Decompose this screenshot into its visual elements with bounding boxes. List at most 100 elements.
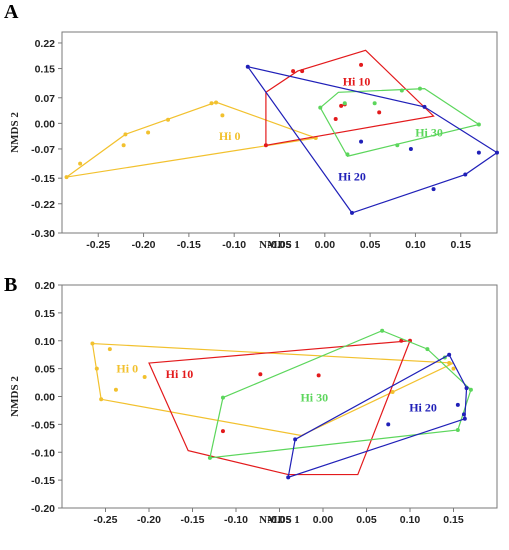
hull-polygon <box>319 88 481 157</box>
data-point <box>99 397 104 402</box>
data-point <box>142 374 147 379</box>
nmds-plot-b: -0.25 -0.20 -0.15 -0.10 -0.05 0.00 0.05 0.10 0.1… <box>9 280 498 526</box>
group-label: Hi 0 <box>219 129 241 143</box>
data-point <box>107 347 112 352</box>
data-point <box>64 175 69 180</box>
data-point <box>263 143 268 148</box>
y-tick-label: -0.10 <box>31 447 55 459</box>
data-point <box>166 117 171 122</box>
series-hi-0: Hi 0 <box>64 100 318 180</box>
data-point <box>245 64 250 69</box>
series-hi-30: Hi 30 <box>318 86 481 157</box>
data-point <box>286 475 291 480</box>
hull-polygon <box>148 340 411 476</box>
y-tick-label: 0.15 <box>35 64 56 76</box>
x-tick-label: 0.10 <box>405 239 426 251</box>
y-tick-label: 0.22 <box>35 38 56 50</box>
data-point <box>462 416 467 421</box>
panel-label-a: A <box>4 1 19 23</box>
data-point <box>461 412 466 417</box>
x-tick-label: -0.05 <box>268 239 292 251</box>
data-point <box>399 88 404 93</box>
data-point <box>258 372 263 377</box>
y-tick-label: 0.20 <box>35 280 56 292</box>
group-label: Hi 30 <box>415 126 443 140</box>
x-tick-label: -0.15 <box>177 239 201 251</box>
data-point <box>464 386 469 391</box>
x-tick-label: -0.15 <box>181 514 205 526</box>
hull-polygon <box>209 330 472 459</box>
data-point <box>390 390 395 395</box>
data-point <box>220 113 225 118</box>
data-point <box>293 437 298 442</box>
x-tick-label: 0.15 <box>443 514 464 526</box>
hull-polygon <box>287 353 468 479</box>
group-label: Hi 0 <box>116 362 138 376</box>
x-axis-label: NMDS 1 <box>259 514 300 526</box>
group-label: Hi 20 <box>409 401 437 415</box>
data-point <box>399 338 404 343</box>
x-tick-label: 0.05 <box>360 239 381 251</box>
hull-polygon <box>91 342 454 437</box>
data-point <box>214 100 219 105</box>
hull-polygon <box>265 49 435 147</box>
y-tick-label: -0.07 <box>31 144 55 156</box>
y-tick-label: -0.05 <box>31 419 55 431</box>
data-point <box>422 104 427 109</box>
data-point <box>386 422 391 427</box>
x-tick-label: 0.00 <box>315 239 336 251</box>
panel-label-b: B <box>4 274 17 296</box>
data-point <box>463 172 468 177</box>
x-tick-label: 0.10 <box>400 514 421 526</box>
data-point <box>359 62 364 67</box>
data-point <box>425 347 430 352</box>
y-axis-label: NMDS 2 <box>9 376 21 417</box>
data-point <box>468 387 473 392</box>
x-tick-label: -0.25 <box>86 239 110 251</box>
y-tick-label: 0.05 <box>35 364 56 376</box>
data-point <box>90 341 95 346</box>
data-point <box>209 101 214 106</box>
data-point <box>476 150 481 155</box>
y-axis-label: NMDS 2 <box>9 112 21 153</box>
x-axis-label: NMDS 1 <box>259 239 300 251</box>
data-point <box>207 455 212 460</box>
y-tick-label: 0.10 <box>35 336 56 348</box>
x-tick-label: 0.00 <box>313 514 334 526</box>
y-tick-label: -0.30 <box>31 228 55 240</box>
x-tick-label: -0.25 <box>94 514 118 526</box>
series-hi-10: Hi 10 <box>148 338 412 476</box>
data-point <box>339 103 344 108</box>
x-tick-label: -0.20 <box>137 514 161 526</box>
data-point <box>495 150 499 155</box>
data-point <box>476 122 481 127</box>
data-point <box>380 328 385 333</box>
y-tick-label: 0.07 <box>35 93 56 105</box>
data-point <box>300 69 305 74</box>
data-point <box>291 69 296 74</box>
data-point <box>113 387 118 392</box>
y-tick-label: -0.15 <box>31 173 55 185</box>
data-point <box>123 132 128 137</box>
data-point <box>417 86 422 91</box>
data-point <box>377 110 382 115</box>
x-tick-label: -0.10 <box>222 239 246 251</box>
nmds-plot-a: -0.25 -0.20 -0.15 -0.10 -0.05 0.00 0.05 0.10 0.1… <box>9 31 499 251</box>
plot-frame <box>61 284 498 509</box>
y-tick-label: 0.00 <box>35 118 56 130</box>
data-point <box>408 146 413 151</box>
data-point <box>121 143 126 148</box>
y-tick-label: -0.15 <box>31 475 55 487</box>
data-point <box>455 402 460 407</box>
y-tick-label: 0.00 <box>35 392 56 404</box>
data-point <box>447 352 452 357</box>
data-point <box>455 427 460 432</box>
data-point <box>94 366 99 371</box>
group-label: Hi 30 <box>300 391 328 405</box>
data-point <box>316 373 321 378</box>
data-point <box>451 366 456 371</box>
data-point <box>395 143 400 148</box>
y-tick-label: -0.22 <box>31 199 55 211</box>
x-tick-label: 0.15 <box>451 239 472 251</box>
